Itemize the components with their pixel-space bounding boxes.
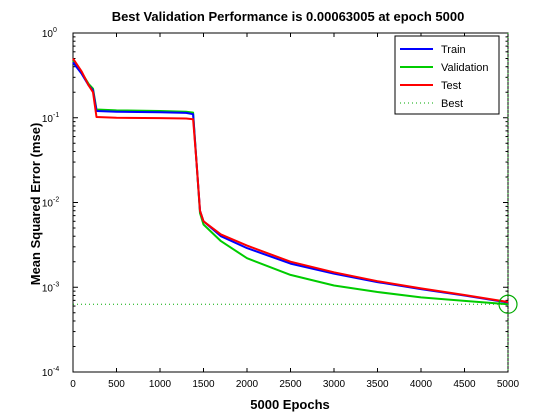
x-axis-label: 5000 Epochs xyxy=(250,397,330,412)
y-tick-label: 10 xyxy=(42,199,54,210)
legend-label-best: Best xyxy=(441,98,463,110)
x-tick-label: 4000 xyxy=(410,379,433,390)
plot-area: 0 500 1000 1500 2000 2500 3000 3500 4000 4500 5000… xyxy=(42,27,520,390)
y-axis-label: Mean Squared Error (mse) xyxy=(28,123,43,286)
x-tick-label: 3000 xyxy=(323,379,346,390)
x-tick-label: 5000 xyxy=(497,379,520,390)
best-point-marker xyxy=(498,294,518,314)
y-tick-label-exponent: -3 xyxy=(53,281,59,288)
y-tick-label-exponent: -1 xyxy=(53,112,59,119)
y-tick-label: 10 xyxy=(42,114,54,125)
y-tick-label-exponent: 0 xyxy=(53,27,57,34)
series-line-test xyxy=(72,57,509,303)
y-tick-label: 10 xyxy=(42,368,54,379)
y-tick-label-exponent: -4 xyxy=(53,366,59,373)
x-tick-label: 500 xyxy=(108,379,125,390)
x-tick-label: 1000 xyxy=(149,379,172,390)
x-tick-label: 2000 xyxy=(236,379,259,390)
legend-label-test: Test xyxy=(441,80,461,92)
x-tick-label: 2500 xyxy=(279,379,302,390)
x-tick-label: 1500 xyxy=(192,379,215,390)
x-tick-label: 3500 xyxy=(366,379,389,390)
y-tick-label-exponent: -2 xyxy=(53,197,59,204)
legend-label-train: Train xyxy=(441,44,466,56)
y-tick-label: 10 xyxy=(42,283,54,294)
legend-label-validation: Validation xyxy=(441,62,489,74)
chart-title: Best Validation Performance is 0.0006300… xyxy=(112,9,465,24)
x-tick-label: 4500 xyxy=(453,379,476,390)
x-tick-label: 0 xyxy=(70,379,76,390)
y-tick-label: 10 xyxy=(42,29,54,40)
